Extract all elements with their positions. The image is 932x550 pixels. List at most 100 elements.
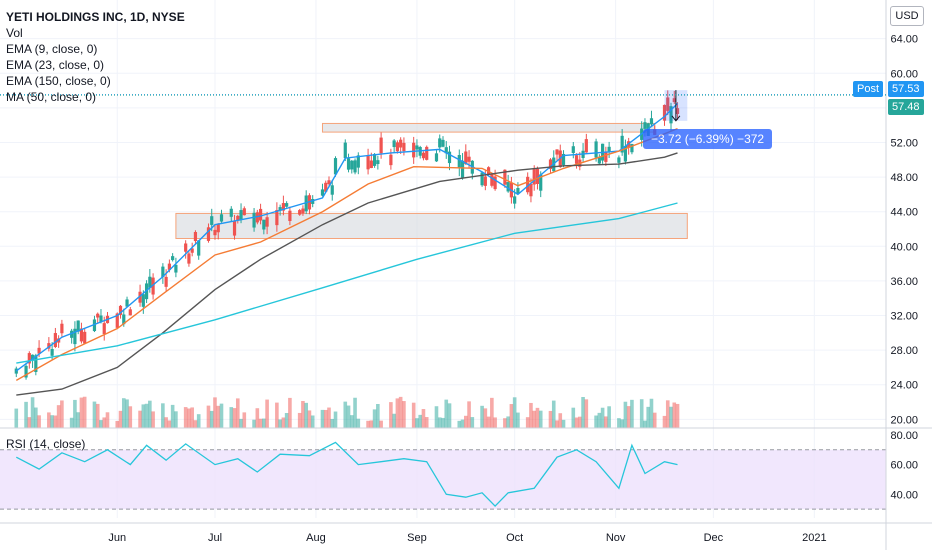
candle-body: [425, 146, 429, 160]
candle-body: [399, 139, 403, 148]
volume-bar: [584, 399, 589, 428]
candle-body: [193, 231, 198, 242]
legend-ema150[interactable]: EMA (150, close, 0): [6, 74, 111, 88]
volume-bar: [151, 411, 155, 428]
candle-body: [333, 158, 338, 175]
volume-bar: [395, 398, 400, 428]
volume-bar: [623, 401, 628, 428]
indicator-line-2: [16, 152, 678, 396]
candle-body: [412, 142, 416, 158]
candle-body: [574, 155, 579, 164]
indicator-line-3: [16, 202, 678, 364]
volume-bars: [14, 396, 680, 428]
candle-body: [190, 248, 194, 253]
currency-button[interactable]: USD: [890, 6, 924, 26]
volume-bar: [493, 417, 497, 428]
volume-bar: [379, 420, 383, 428]
legend-vol[interactable]: Vol: [6, 26, 23, 40]
candle-body: [232, 220, 237, 236]
volume-bar: [229, 407, 234, 428]
volume-bar: [79, 397, 84, 428]
volume-bar: [460, 419, 465, 428]
volume-bar: [239, 418, 243, 428]
indicator-lines: [15, 103, 678, 396]
candle-body: [555, 149, 559, 155]
rsi-pane: [0, 441, 886, 510]
legend-ma50[interactable]: MA (50, close, 0): [6, 90, 97, 104]
volume-bar: [578, 416, 582, 428]
volume-bar: [630, 399, 634, 428]
volume-bar: [574, 417, 579, 428]
volume-bar: [411, 402, 416, 428]
volume-bar: [389, 402, 393, 428]
measure-label[interactable]: −3.72 (−6.39%) −372: [643, 129, 773, 149]
volume-bar: [444, 399, 449, 428]
candle-body: [395, 142, 399, 152]
volume-bar: [330, 418, 335, 428]
candle-body: [506, 182, 510, 192]
x-tick-label: Oct: [506, 532, 523, 544]
volume-bar: [275, 402, 279, 428]
volume-bar: [216, 405, 221, 428]
candle-body: [372, 153, 377, 166]
candle-body: [285, 203, 289, 207]
symbol-title[interactable]: YETI HOLDINGS INC, 1D, NYSE: [6, 10, 185, 24]
volume-bar: [193, 420, 198, 428]
volume-bar: [232, 408, 237, 428]
volume-bar: [99, 420, 103, 428]
candle-body: [125, 299, 129, 307]
volume-bar: [121, 398, 126, 428]
candle-body: [99, 315, 103, 323]
volume-bar: [105, 412, 110, 428]
volume-bar: [255, 408, 260, 428]
candle-body: [73, 328, 77, 345]
volume-bar: [170, 404, 175, 428]
volume-bar: [209, 410, 214, 428]
candle-body: [79, 328, 84, 342]
candle-body: [350, 160, 354, 170]
legend-ema9[interactable]: EMA (9, close, 0): [6, 42, 98, 56]
candle-body: [617, 157, 621, 163]
volume-bar: [235, 398, 240, 428]
candle-body: [532, 169, 536, 185]
volume-bar: [183, 407, 188, 428]
candle-body: [457, 154, 461, 169]
x-tick-label: Aug: [306, 532, 326, 544]
candle-body: [14, 368, 18, 374]
volume-bar: [327, 407, 331, 428]
candle-body: [356, 155, 360, 168]
volume-bar: [503, 418, 507, 428]
rsi-legend[interactable]: RSI (14, close): [6, 437, 86, 451]
volume-bar: [509, 404, 514, 428]
candle-body: [197, 240, 201, 256]
x-tick-label: Nov: [606, 532, 626, 544]
volume-bar: [480, 405, 484, 428]
candle-body: [444, 147, 448, 154]
candle-body: [441, 139, 445, 147]
candle-body: [376, 160, 380, 165]
volume-bar: [144, 403, 149, 428]
candle-body: [630, 143, 634, 153]
candle-body: [161, 266, 165, 278]
candle-body: [239, 210, 243, 220]
candle-body: [584, 139, 588, 153]
volume-bar: [187, 408, 191, 428]
candle-body: [53, 333, 57, 347]
volume-bar: [125, 399, 129, 428]
candle-body: [529, 183, 533, 197]
candle-body: [513, 196, 517, 204]
candle-body: [604, 151, 608, 162]
volume-bar: [594, 415, 598, 428]
x-tick-label: Jun: [108, 532, 126, 544]
legend-ema23[interactable]: EMA (23, close, 0): [6, 58, 105, 72]
volume-bar: [551, 400, 556, 428]
volume-bar: [506, 416, 510, 428]
volume-bar: [37, 415, 41, 428]
volume-bar: [14, 408, 19, 428]
volume-bar: [639, 399, 644, 428]
candle-body: [37, 347, 41, 354]
volume-bar: [323, 409, 328, 428]
candle-body: [493, 176, 497, 190]
y-tick-label: 40.00: [890, 241, 918, 253]
